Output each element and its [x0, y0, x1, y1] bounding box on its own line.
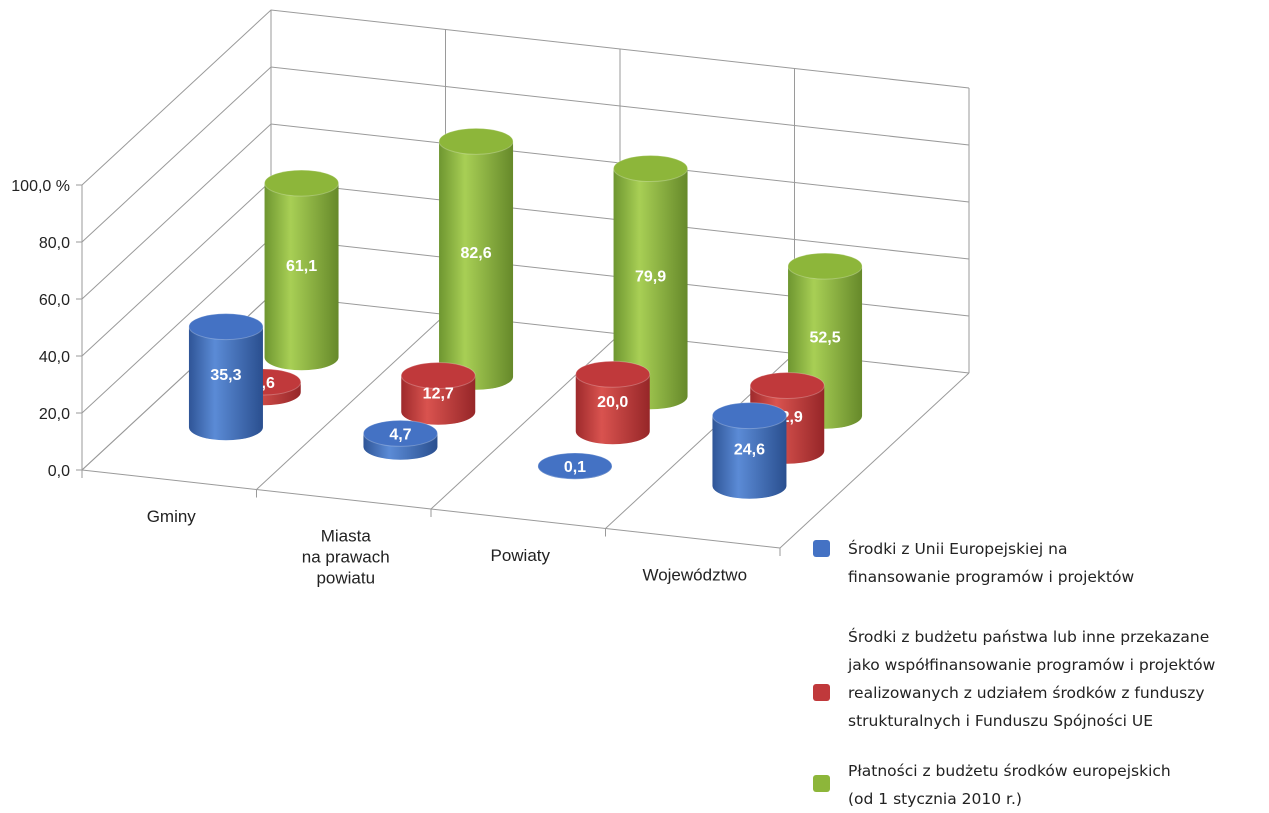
- bar-1-series-2: 82,6: [438, 127, 514, 390]
- bar-body: [712, 415, 787, 499]
- data-label: 20,0: [597, 394, 628, 411]
- legend-item-state-budget: Środki z budżetu państwa lub inne przeka…: [810, 623, 1215, 735]
- bar-top: [400, 362, 476, 390]
- legend-label-line: jako współfinansowanie programów i proje…: [848, 656, 1216, 674]
- bar-3-series-0: 24,6: [711, 402, 787, 499]
- y-tick-label: 100,0 %: [11, 178, 70, 195]
- grid: [81, 9, 970, 556]
- x-axis: Gminy Miasta na prawach powiatu Powiaty Wojew…: [147, 507, 747, 588]
- bar-2-series-1: 20,0: [575, 360, 651, 445]
- bar-body: [401, 375, 476, 425]
- data-label: 79,9: [635, 269, 666, 286]
- bar-top: [787, 252, 863, 280]
- data-label: 52,5: [809, 329, 840, 346]
- bar-body: [188, 326, 263, 441]
- bar-0-series-0: 35,3: [188, 313, 264, 441]
- data-label: 35,3: [210, 367, 241, 384]
- bar-top: [188, 313, 264, 341]
- bar-top: [749, 371, 825, 399]
- legend-swatch-green: [813, 775, 830, 792]
- category-label-line: Gminy: [147, 507, 197, 526]
- floor-line: [430, 333, 621, 510]
- legend-swatch-red: [813, 684, 830, 701]
- bar-top: [711, 402, 787, 430]
- category-label-line: Województwo: [642, 565, 747, 584]
- data-label: 0,1: [564, 459, 586, 476]
- y-tick-label: 80,0: [39, 235, 70, 252]
- legend-label-line: realizowanych z udziałem środków z fundu…: [848, 684, 1205, 702]
- legend-label-line: Płatności z budżetu środków europejskich: [848, 762, 1171, 780]
- bar-top: [613, 155, 689, 183]
- data-label: 12,7: [423, 386, 454, 403]
- bar-top: [438, 127, 514, 155]
- bar-top: [264, 169, 340, 197]
- category-label-line: Powiaty: [490, 546, 550, 565]
- bar-top: [362, 419, 438, 447]
- floor-line: [779, 372, 970, 549]
- bar-body: [439, 141, 514, 390]
- category-label: Gminy: [147, 507, 197, 526]
- legend-label-line: (od 1 stycznia 2010 r.): [848, 790, 1022, 808]
- legend-label-line: Środki z budżetu państwa lub inne przeka…: [848, 628, 1210, 646]
- plot-area: 61,182,679,952,53,612,7 20,022,935,34,70,…: [188, 127, 863, 499]
- category-label-line: na prawach: [302, 547, 390, 566]
- floor-line: [256, 314, 446, 490]
- y-tick-label: 0,0: [48, 463, 70, 480]
- bar-0-series-2: 61,1: [264, 169, 340, 371]
- category-label: Powiaty: [490, 546, 550, 565]
- data-label: 24,6: [734, 442, 765, 459]
- bar-2-series-2: 79,9: [613, 155, 689, 410]
- legend-swatch-blue: [813, 540, 830, 557]
- data-label: 4,7: [389, 426, 411, 443]
- data-label: 61,1: [286, 258, 317, 275]
- legend-label-line: finansowanie programów i projektów: [848, 568, 1135, 586]
- legend-item-eu-funds: Środki z Unii Europejskiej na finansowan…: [810, 535, 1134, 591]
- data-label: 82,6: [460, 245, 491, 262]
- legend-label-line: strukturalnych i Funduszu Spójności UE: [848, 712, 1153, 730]
- floor-edge: [81, 469, 781, 549]
- y-axis: 0,0 20,0 40,0 60,0 80,0 100,0 %: [11, 178, 82, 480]
- gridline: [81, 66, 970, 243]
- y-tick-label: 60,0: [39, 292, 70, 309]
- bar-body: [575, 374, 650, 445]
- bar-top: [537, 452, 613, 480]
- bar-2-series-0: 0,1: [537, 452, 613, 480]
- bar-1-series-0: 4,7: [362, 419, 438, 460]
- bar-body: [264, 183, 339, 371]
- y-tick-label: 40,0: [39, 349, 70, 366]
- bar-top: [575, 360, 651, 388]
- category-label: Województwo: [642, 565, 747, 584]
- legend-item-eu-payments: Płatności z budżetu środków europejskich…: [810, 757, 1171, 813]
- bar-1-series-1: 12,7: [400, 362, 476, 425]
- category-label-line: Miasta: [321, 526, 372, 545]
- category-label: Miasta na prawach powiatu: [302, 526, 390, 587]
- gridline: [81, 9, 970, 186]
- category-label-line: powiatu: [316, 568, 375, 587]
- y-tick-label: 20,0: [39, 406, 70, 423]
- legend-label-line: Środki z Unii Europejskiej na: [848, 540, 1068, 558]
- bar-body: [613, 168, 688, 410]
